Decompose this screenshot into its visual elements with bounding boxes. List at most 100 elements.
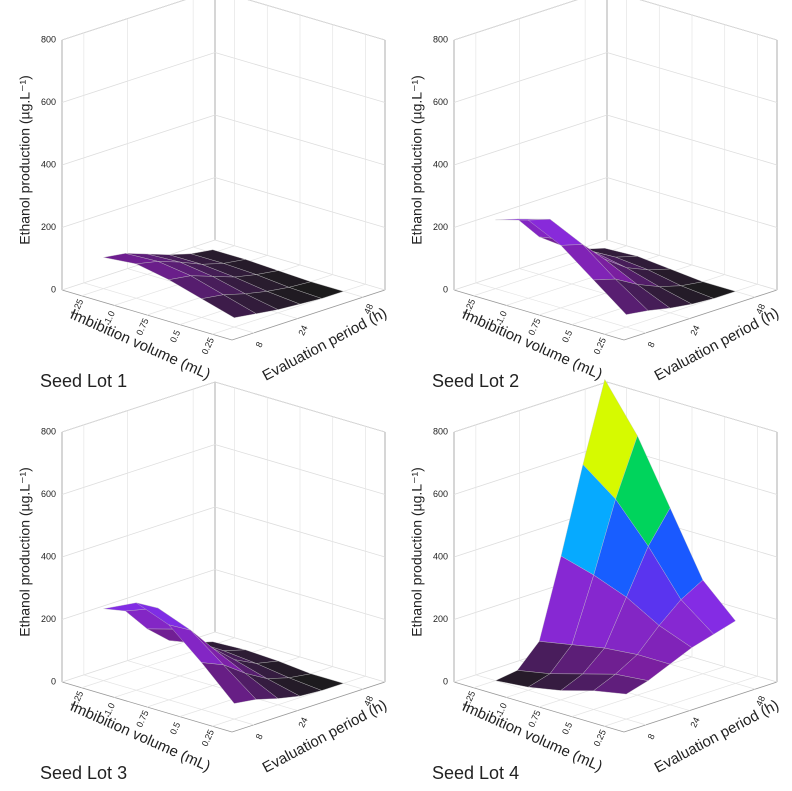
grid-line <box>61 114 386 166</box>
z-axis-title: Ethanol production (µg.L⁻¹) <box>17 75 33 245</box>
x-tick-label: 0.25 <box>200 336 216 356</box>
y-tick-label: 8 <box>646 340 657 349</box>
panel-title: Seed Lot 3 <box>40 763 127 783</box>
y-tick-label: 8 <box>646 732 657 741</box>
grid-line <box>453 381 778 433</box>
x-tick-label: 0.25 <box>592 728 608 748</box>
z-tick-label: 0 <box>51 284 56 294</box>
y-axis-title: Evaluation period (h) <box>652 305 782 385</box>
grid-line <box>61 569 386 620</box>
z-tick-label: 600 <box>41 489 56 499</box>
z-tick-label: 800 <box>41 426 56 436</box>
y-axis-title: Evaluation period (h) <box>652 697 782 777</box>
panel: 02004006008000.250.50.751.01.2582448Etha… <box>17 0 390 391</box>
y-tick-label: 8 <box>254 340 265 349</box>
z-axis-title: Ethanol production (µg.L⁻¹) <box>17 467 33 637</box>
y-tick-label: 48 <box>754 302 767 315</box>
grid-line <box>212 426 366 727</box>
grid-line <box>453 114 778 166</box>
y-axis-title: Evaluation period (h) <box>260 697 390 777</box>
surface-cell <box>200 662 257 704</box>
grid-line <box>114 5 268 306</box>
z-tick-label: 200 <box>433 222 448 232</box>
grid-line <box>61 0 386 41</box>
x-tick-label: 0.5 <box>560 329 574 345</box>
grid-line <box>61 239 386 291</box>
axis-edge <box>231 289 386 341</box>
z-tick-label: 800 <box>433 34 448 44</box>
grid-line <box>475 32 646 334</box>
grid-line <box>453 177 778 228</box>
x-tick-label: 1.0 <box>495 701 509 717</box>
z-tick-label: 800 <box>433 426 448 436</box>
grid-line <box>506 5 660 306</box>
surface-cell <box>592 673 649 695</box>
z-tick-label: 0 <box>443 284 448 294</box>
z-axis-title: Ethanol production (µg.L⁻¹) <box>409 75 425 245</box>
grid-line <box>61 381 386 433</box>
x-tick-label: 1.0 <box>495 309 509 325</box>
surface-cell <box>200 294 257 318</box>
grid-line <box>146 407 301 708</box>
surface-cell <box>592 278 649 315</box>
z-tick-label: 800 <box>41 34 56 44</box>
axis-edge <box>61 0 186 41</box>
x-tick-label: 0.5 <box>168 721 182 737</box>
y-tick-label: 48 <box>362 302 375 315</box>
panel-title: Seed Lot 2 <box>432 371 519 391</box>
grid-line <box>519 410 690 711</box>
grid-line <box>475 424 646 726</box>
axis-edge <box>231 681 386 733</box>
grid-line <box>538 15 693 316</box>
panel: 02004006008000.250.50.751.01.2582448Etha… <box>409 378 782 783</box>
y-tick-label: 48 <box>362 694 375 707</box>
z-axis-title: Ethanol production (µg.L⁻¹) <box>409 467 425 637</box>
axis-edge <box>623 681 778 733</box>
z-tick-label: 400 <box>433 551 448 561</box>
x-tick-label: 0.25 <box>200 728 216 748</box>
panel-title: Seed Lot 1 <box>40 371 127 391</box>
grid-line <box>83 424 254 726</box>
z-tick-label: 0 <box>443 676 448 686</box>
y-tick-label: 24 <box>296 716 309 729</box>
y-tick-label: 48 <box>754 694 767 707</box>
panel-title: Seed Lot 4 <box>432 763 519 783</box>
z-tick-label: 200 <box>433 614 448 624</box>
grid-line <box>81 387 235 689</box>
grid-line <box>473 0 627 297</box>
x-tick-label: 0.5 <box>168 329 182 345</box>
y-tick-label: 24 <box>688 716 701 729</box>
z-tick-label: 400 <box>41 551 56 561</box>
y-axis-title: Evaluation period (h) <box>260 305 390 385</box>
grid-line <box>453 0 778 41</box>
grid-line <box>604 426 758 727</box>
grid-line <box>146 15 301 316</box>
axis-edge <box>623 289 778 341</box>
grid-line <box>453 239 778 291</box>
z-tick-label: 400 <box>433 159 448 169</box>
grid-line <box>61 444 386 495</box>
grid-line <box>61 631 386 683</box>
z-tick-label: 600 <box>41 97 56 107</box>
axis-edge <box>453 0 578 41</box>
grid-line <box>212 34 366 335</box>
z-tick-label: 200 <box>41 222 56 232</box>
z-tick-label: 400 <box>41 159 56 169</box>
grid-line <box>83 32 254 334</box>
z-tick-label: 600 <box>433 97 448 107</box>
y-tick-label: 24 <box>296 324 309 337</box>
grid-line <box>61 52 386 103</box>
grid-line <box>81 0 235 297</box>
x-tick-label: 1.0 <box>103 309 117 325</box>
grid-line <box>571 416 726 717</box>
panel: 02004006008000.250.50.751.01.2582448Etha… <box>409 0 782 391</box>
x-tick-label: 1.0 <box>103 701 117 717</box>
x-tick-label: 0.5 <box>560 721 574 737</box>
panel: 02004006008000.250.50.751.01.2582448Etha… <box>17 381 390 783</box>
x-tick-label: 0.25 <box>592 336 608 356</box>
grid-line <box>61 177 386 228</box>
grid-line <box>604 34 758 335</box>
y-tick-label: 24 <box>688 324 701 337</box>
z-tick-label: 200 <box>41 614 56 624</box>
